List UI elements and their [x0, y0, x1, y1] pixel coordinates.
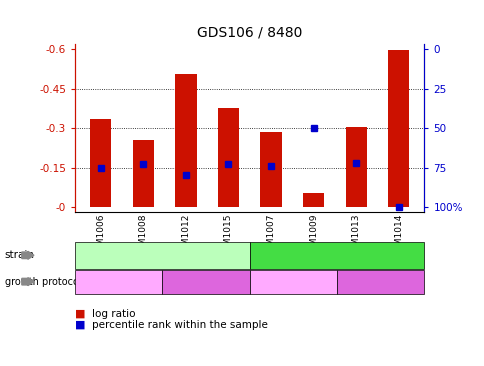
- Bar: [133, 140, 153, 207]
- Bar: [260, 132, 281, 207]
- Bar: [387, 51, 408, 207]
- Text: minimal medium: minimal medium: [80, 277, 157, 286]
- Bar: [345, 127, 366, 207]
- Bar: [217, 108, 239, 207]
- Text: rich medium: rich medium: [351, 277, 408, 286]
- Text: ■: ■: [75, 309, 86, 319]
- Bar: [175, 74, 196, 207]
- Text: growth protocol: growth protocol: [5, 277, 81, 287]
- Text: percentile rank within the sample: percentile rank within the sample: [92, 320, 268, 330]
- Bar: [302, 193, 324, 207]
- Bar: [90, 119, 111, 207]
- Text: ■: ■: [75, 320, 86, 330]
- Text: strain: strain: [5, 250, 35, 260]
- Text: swi1 deletion: swi1 deletion: [127, 250, 197, 260]
- Title: GDS106 / 8480: GDS106 / 8480: [197, 26, 302, 40]
- Text: snf2 deletion: snf2 deletion: [302, 250, 370, 260]
- Text: log ratio: log ratio: [92, 309, 136, 319]
- Text: rich medium: rich medium: [177, 277, 234, 286]
- Text: minimal medium: minimal medium: [255, 277, 331, 286]
